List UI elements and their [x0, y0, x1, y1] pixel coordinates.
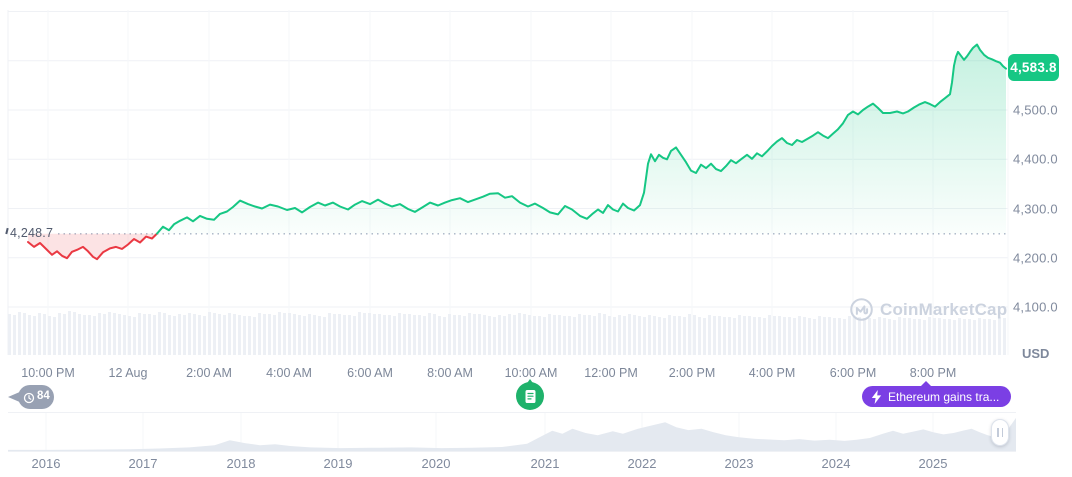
- badge-caret: [920, 381, 932, 387]
- history-count: 84: [37, 390, 50, 402]
- timeline-year-label: 2022: [627, 456, 657, 471]
- grip-bar: [1001, 428, 1004, 437]
- currency-unit-label: USD: [1022, 346, 1050, 361]
- x-axis-label: 6:00 PM: [829, 366, 877, 380]
- timeline-year-label: 2018: [226, 456, 256, 471]
- news-event-marker[interactable]: [516, 379, 544, 410]
- timeline-scrubber[interactable]: [0, 412, 1072, 454]
- y-axis-label: 4,100.0: [1013, 299, 1058, 315]
- timeline-year-label: 2021: [530, 456, 560, 471]
- timeline-year-label: 2025: [918, 456, 948, 471]
- y-axis-label: 4,300.0: [1013, 201, 1058, 216]
- history-clock-icon: [23, 392, 35, 403]
- ethereum-event-badge[interactable]: Ethereum gains tra...: [862, 381, 1012, 407]
- x-axis-label: 10:00 AM: [504, 366, 558, 380]
- previous-close-label: 4,248.7: [5, 226, 54, 240]
- lightning-bolt-icon: [871, 389, 882, 404]
- x-axis-label: 12 Aug: [108, 366, 148, 380]
- x-axis-label: 2:00 AM: [186, 366, 232, 380]
- x-axis-label: 10:00 PM: [21, 366, 75, 380]
- grip-bar: [996, 428, 999, 437]
- y-axis-label: 4,200.0: [1013, 250, 1058, 266]
- timeline-year-label: 2020: [421, 456, 451, 471]
- timeline-year-label: 2016: [31, 456, 61, 471]
- x-axis-label: 4:00 PM: [748, 366, 796, 380]
- timeline-year-label: 2019: [323, 456, 353, 471]
- current-price-badge: 4,583.8: [1008, 54, 1059, 81]
- news-document-icon: [525, 389, 535, 403]
- x-axis-label: 8:00 PM: [909, 366, 957, 380]
- previous-close-value: 4,248.7: [10, 226, 54, 240]
- y-axis-label: 4,400.0: [1013, 151, 1058, 167]
- timeline-year-label: 2017: [128, 456, 158, 471]
- x-axis-label: 8:00 AM: [427, 366, 473, 380]
- timeline-drag-handle[interactable]: [991, 419, 1009, 446]
- x-axis-label: 4:00 AM: [266, 366, 312, 380]
- event-label: Ethereum gains tra...: [888, 389, 1000, 404]
- timeline-year-label: 2024: [821, 456, 851, 471]
- x-axis-label: 12:00 PM: [584, 366, 638, 380]
- x-axis-label: 2:00 PM: [668, 366, 716, 380]
- marker-bubble: [516, 382, 544, 410]
- x-axis-label: 6:00 AM: [347, 366, 393, 380]
- price-chart-canvas[interactable]: [0, 0, 1072, 360]
- timeline-year-label: 2023: [724, 456, 754, 471]
- history-annotations-badge[interactable]: 84: [8, 385, 54, 409]
- y-axis-label: 4,500.0: [1013, 102, 1058, 118]
